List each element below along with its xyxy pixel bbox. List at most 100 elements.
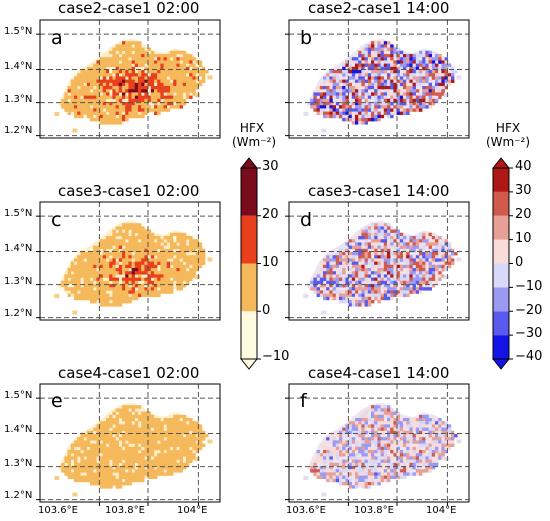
hfx-cell — [147, 421, 151, 425]
hfx-cell — [122, 89, 126, 93]
hfx-cell — [393, 60, 397, 64]
hfx-cell — [176, 239, 180, 243]
hfx-cell — [444, 239, 448, 243]
hfx-cell — [118, 242, 123, 246]
hfx-cell — [339, 475, 343, 479]
hfx-cell — [189, 76, 193, 80]
hfx-cell — [186, 440, 190, 444]
hfx-cell — [396, 232, 400, 237]
hfx-cell — [83, 287, 87, 291]
hfx-cell — [182, 271, 187, 275]
hfx-cell — [192, 255, 196, 259]
hfx-cell — [70, 86, 75, 90]
hfx-cell — [102, 421, 107, 425]
hfx-cell — [313, 105, 317, 109]
hfx-cell — [422, 277, 426, 281]
hfx-cell — [387, 414, 391, 419]
hfx-cell — [387, 284, 391, 288]
hfx-cell — [96, 434, 100, 438]
hfx-cell — [86, 76, 91, 80]
hfx-cell — [102, 82, 107, 87]
hfx-cell — [390, 421, 394, 425]
hfx-cell — [361, 248, 365, 253]
hfx-cell — [141, 268, 145, 272]
hfx-cell — [166, 261, 171, 265]
offshore-island — [207, 75, 213, 80]
hfx-cell — [415, 287, 420, 291]
hfx-cell — [361, 450, 365, 454]
hfx-cell — [377, 437, 381, 441]
hfx-cell — [90, 482, 94, 486]
hfx-cell — [83, 92, 87, 96]
hfx-cell — [61, 466, 65, 470]
hfx-cell — [364, 430, 368, 435]
hfx-cell — [141, 434, 145, 438]
hfx-cell — [99, 242, 103, 246]
hfx-cell — [383, 466, 388, 470]
hfx-cell — [361, 66, 365, 71]
hfx-cell — [176, 453, 180, 457]
hfx-cell — [374, 469, 378, 473]
hfx-cell — [403, 89, 407, 93]
hfx-cell — [118, 472, 123, 476]
hfx-cell — [371, 261, 375, 265]
hfx-cell — [345, 280, 349, 285]
hfx-cell — [106, 105, 110, 109]
hfx-cell — [93, 245, 97, 249]
hfx-cell — [390, 427, 394, 431]
hfx-cell — [134, 114, 139, 119]
hfx-cell — [150, 434, 155, 438]
hfx-cell — [99, 424, 103, 428]
hfx-cell — [387, 114, 391, 119]
hfx-cell — [406, 70, 410, 74]
hfx-cell — [313, 284, 317, 288]
hfx-cell — [150, 453, 155, 457]
hfx-cell — [377, 411, 381, 415]
hfx-cell — [86, 105, 91, 109]
hfx-cell — [134, 255, 139, 259]
hfx-cell — [399, 418, 404, 422]
hfx-cell — [70, 108, 75, 112]
hfx-cell — [125, 245, 129, 249]
hfx-cell — [118, 459, 123, 463]
hfx-cell — [160, 105, 164, 109]
hfx-cell — [179, 430, 183, 435]
hfx-cell — [313, 459, 317, 463]
map-frame-f — [288, 383, 470, 503]
hfx-cell — [96, 296, 100, 301]
hfx-cell — [96, 293, 100, 297]
hfx-cell — [150, 440, 155, 444]
hfx-cell — [179, 89, 183, 93]
hfx-cell — [399, 475, 404, 479]
hfx-cell — [122, 105, 126, 109]
colorbar-night-tick-20: 20 — [262, 207, 279, 222]
hfx-cell — [387, 47, 391, 51]
hfx-cell — [195, 261, 199, 265]
hfx-cell — [438, 277, 442, 281]
hfx-cell — [170, 105, 174, 109]
hfx-cell — [351, 79, 356, 83]
hfx-cell — [160, 268, 164, 272]
hfx-cell — [380, 430, 384, 435]
hfx-cell — [431, 453, 436, 457]
hfx-cell — [150, 472, 155, 476]
hfx-cell — [406, 287, 410, 291]
hfx-cell — [323, 271, 327, 275]
hfx-cell — [115, 469, 119, 473]
hfx-cell — [406, 60, 410, 64]
hfx-cell — [348, 466, 352, 470]
hfx-cell — [166, 57, 171, 61]
hfx-cell — [367, 408, 372, 412]
colorbar-bin — [493, 287, 509, 312]
hfx-cell — [438, 450, 442, 454]
hfx-cell — [431, 443, 436, 447]
hfx-cell — [86, 73, 91, 77]
hfx-cell — [326, 277, 330, 281]
hfx-cell — [412, 73, 416, 77]
hfx-cell — [90, 268, 94, 272]
hfx-cell — [90, 82, 94, 87]
hfx-cell — [412, 287, 416, 291]
colorbar-bin — [241, 168, 257, 216]
hfx-cell — [198, 245, 203, 249]
hfx-cell — [198, 76, 203, 80]
